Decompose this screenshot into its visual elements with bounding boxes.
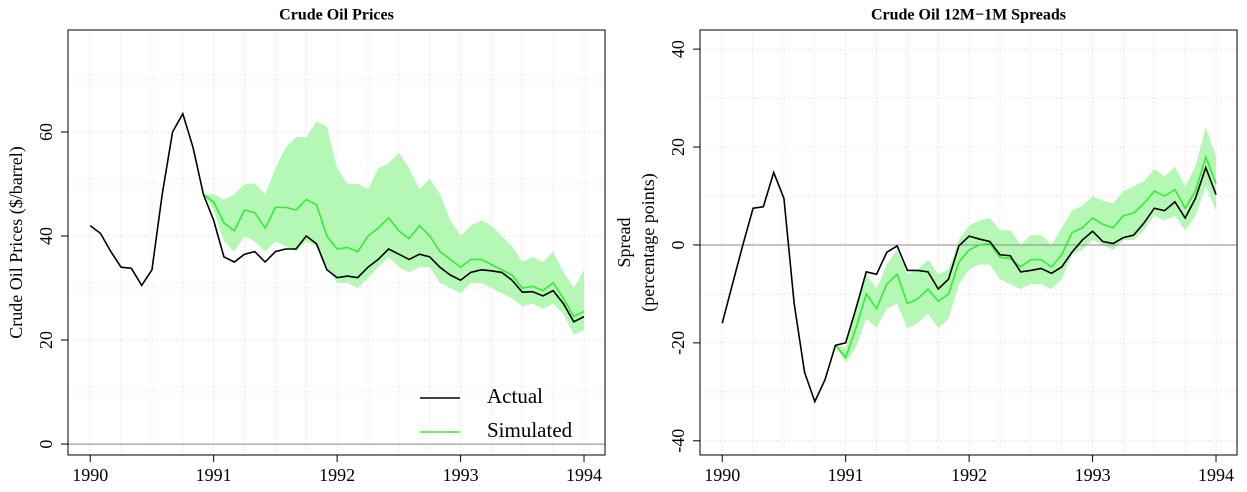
plot-frame bbox=[67, 29, 606, 456]
x-tick-label: 1991 bbox=[828, 465, 864, 485]
x-tick-label: 1992 bbox=[951, 465, 987, 485]
y-tick-label: -20 bbox=[668, 331, 688, 355]
legend-label: Simulated bbox=[487, 418, 573, 442]
x-tick-label: 1993 bbox=[443, 465, 479, 485]
y-tick-label: 20 bbox=[668, 138, 688, 156]
series-line bbox=[89, 111, 585, 323]
x-tick-label: 1993 bbox=[1075, 465, 1111, 485]
y-tick-label: 40 bbox=[668, 40, 688, 58]
plot-frame bbox=[699, 29, 1238, 456]
y-tick-label: 20 bbox=[36, 331, 56, 349]
band bbox=[203, 121, 585, 335]
series-line bbox=[202, 193, 585, 318]
y-tick-label: -40 bbox=[668, 429, 688, 453]
x-tick-label: 1994 bbox=[566, 465, 602, 485]
x-tick-label: 1990 bbox=[704, 465, 740, 485]
y-tick-label: 0 bbox=[36, 440, 56, 449]
series-line bbox=[721, 165, 1217, 404]
x-tick-label: 1990 bbox=[72, 465, 108, 485]
y-axis-label: (percentage points) bbox=[638, 173, 659, 311]
chart-title: Crude Oil Prices bbox=[279, 7, 394, 24]
x-tick-label: 1994 bbox=[1198, 465, 1234, 485]
y-axis-label: Spread bbox=[614, 218, 634, 268]
x-tick-label: 1992 bbox=[319, 465, 355, 485]
x-tick-label: 1991 bbox=[196, 465, 232, 485]
chart-title: Crude Oil 12M−1M Spreads bbox=[871, 7, 1066, 24]
y-tick-label: 60 bbox=[36, 123, 56, 141]
legend-label: Actual bbox=[487, 384, 543, 408]
y-axis-label: Crude Oil Prices ($/barrel) bbox=[6, 146, 27, 338]
y-tick-label: 40 bbox=[36, 227, 56, 245]
series-line bbox=[834, 154, 1217, 360]
y-tick-label: 0 bbox=[668, 240, 688, 249]
